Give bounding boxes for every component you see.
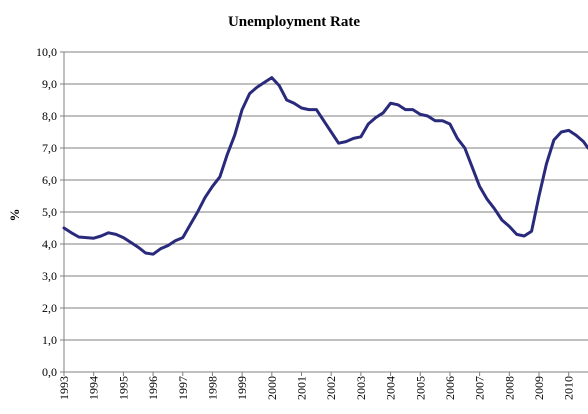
y-tick-label: 6,0	[42, 173, 57, 187]
x-tick-label: 1997	[176, 376, 190, 400]
x-tick-label: 2003	[354, 376, 368, 400]
x-tick-label: 2001	[295, 376, 309, 400]
y-tick-label: 7,0	[42, 141, 57, 155]
y-axis-ticks: 0,0 1,0 2,0 3,0 4,0 5,0 6,0 7,0 8,0 9,0 10,0	[36, 45, 64, 379]
x-tick-label: 1996	[146, 376, 160, 400]
y-tick-label: 3,0	[42, 269, 57, 283]
gridlines	[64, 51, 588, 341]
y-tick-label: 5,0	[42, 205, 57, 219]
x-tick-label: 1998	[205, 376, 219, 400]
y-tick-label: 0,0	[42, 365, 57, 379]
y-tick-label: 2,0	[42, 301, 57, 315]
y-tick-label: 9,0	[42, 77, 57, 91]
x-tick-label: 1994	[87, 376, 101, 400]
y-tick-label: 1,0	[42, 333, 57, 347]
x-tick-label: 2005	[413, 376, 427, 400]
x-tick-label: 2010	[562, 376, 576, 400]
y-tick-label: 8,0	[42, 109, 57, 123]
x-tick-label: 2007	[473, 376, 487, 400]
x-tick-label: 1995	[116, 376, 130, 400]
y-axis-label: %	[7, 209, 22, 222]
x-tick-label: 2009	[532, 376, 546, 400]
x-axis: 1993 1994 1995 1996 1997 1998 1999 2000 2001 2002…	[57, 52, 588, 400]
chart-title: Unemployment Rate	[228, 14, 360, 30]
x-tick-label: 2004	[384, 376, 398, 400]
x-tick-label: 1993	[57, 376, 71, 400]
series-group	[62, 76, 588, 256]
x-tick-label: 2000	[265, 376, 279, 400]
y-tick-label: 10,0	[36, 45, 57, 59]
series-line	[62, 76, 588, 256]
y-tick-label: 4,0	[42, 237, 57, 251]
x-tick-label: 2008	[502, 376, 516, 400]
x-tick-label: 2002	[324, 376, 338, 400]
x-tick-label: 2006	[443, 376, 457, 400]
x-tick-label: 1999	[235, 376, 249, 400]
